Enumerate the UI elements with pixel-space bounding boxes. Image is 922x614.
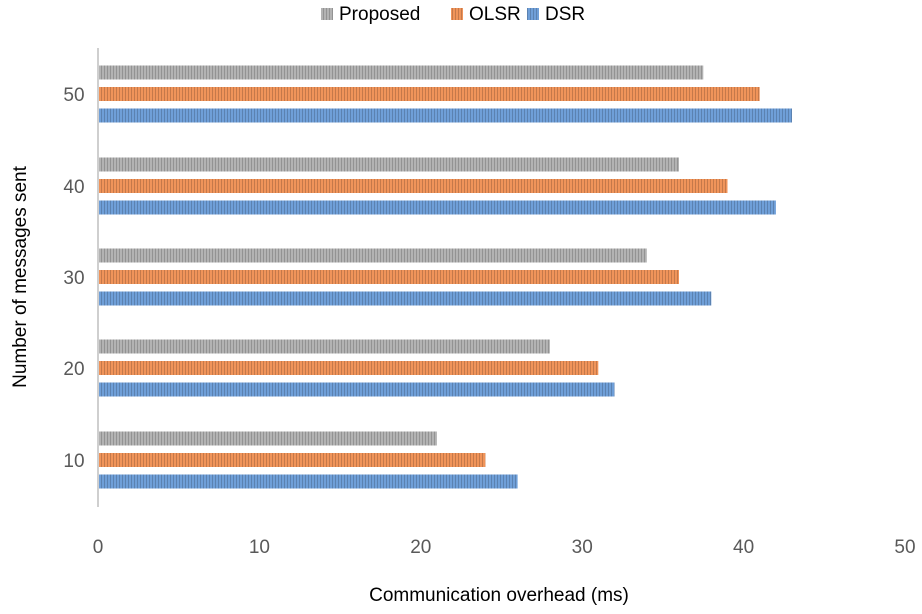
bar-olsr-50	[99, 87, 760, 101]
bar-proposed-20	[99, 339, 550, 354]
y-tick-labels: 10 20 30 40 50	[63, 85, 84, 472]
bars-group	[99, 65, 792, 489]
y-tick-label: 40	[63, 177, 84, 198]
legend: Proposed OLSR DSR	[321, 4, 585, 25]
x-tick-label: 0	[93, 537, 104, 558]
bar-olsr-30	[99, 270, 679, 284]
x-tick-label: 40	[733, 537, 754, 558]
bar-proposed-30	[99, 248, 647, 263]
x-tick-label: 50	[894, 537, 915, 558]
bar-dsr-30	[99, 291, 712, 306]
x-tick-labels: 0 10 20 30 40 50	[93, 537, 916, 558]
legend-swatch-olsr	[451, 8, 463, 20]
x-axis-label: Communication overhead (ms)	[369, 585, 629, 606]
bar-dsr-20	[99, 382, 615, 397]
bar-dsr-10	[99, 474, 518, 489]
legend-label-dsr: DSR	[545, 4, 585, 25]
y-axis-label: Number of messages sent	[10, 165, 31, 387]
bar-olsr-20	[99, 361, 599, 375]
legend-swatch-proposed	[321, 8, 333, 20]
bar-proposed-40	[99, 157, 679, 172]
y-tick-label: 50	[63, 85, 84, 106]
bar-olsr-10	[99, 453, 486, 467]
bar-proposed-10	[99, 431, 437, 446]
bar-olsr-40	[99, 179, 728, 193]
bar-dsr-50	[99, 108, 792, 123]
bar-proposed-50	[99, 65, 704, 80]
legend-swatch-dsr	[527, 8, 539, 20]
y-tick-label: 20	[63, 359, 84, 380]
x-tick-label: 20	[410, 537, 431, 558]
y-tick-label: 10	[63, 451, 84, 472]
x-tick-label: 30	[572, 537, 593, 558]
legend-label-proposed: Proposed	[339, 4, 420, 25]
y-tick-label: 30	[63, 268, 84, 289]
x-tick-label: 10	[249, 537, 270, 558]
bar-dsr-40	[99, 200, 776, 215]
legend-label-olsr: OLSR	[469, 4, 521, 25]
